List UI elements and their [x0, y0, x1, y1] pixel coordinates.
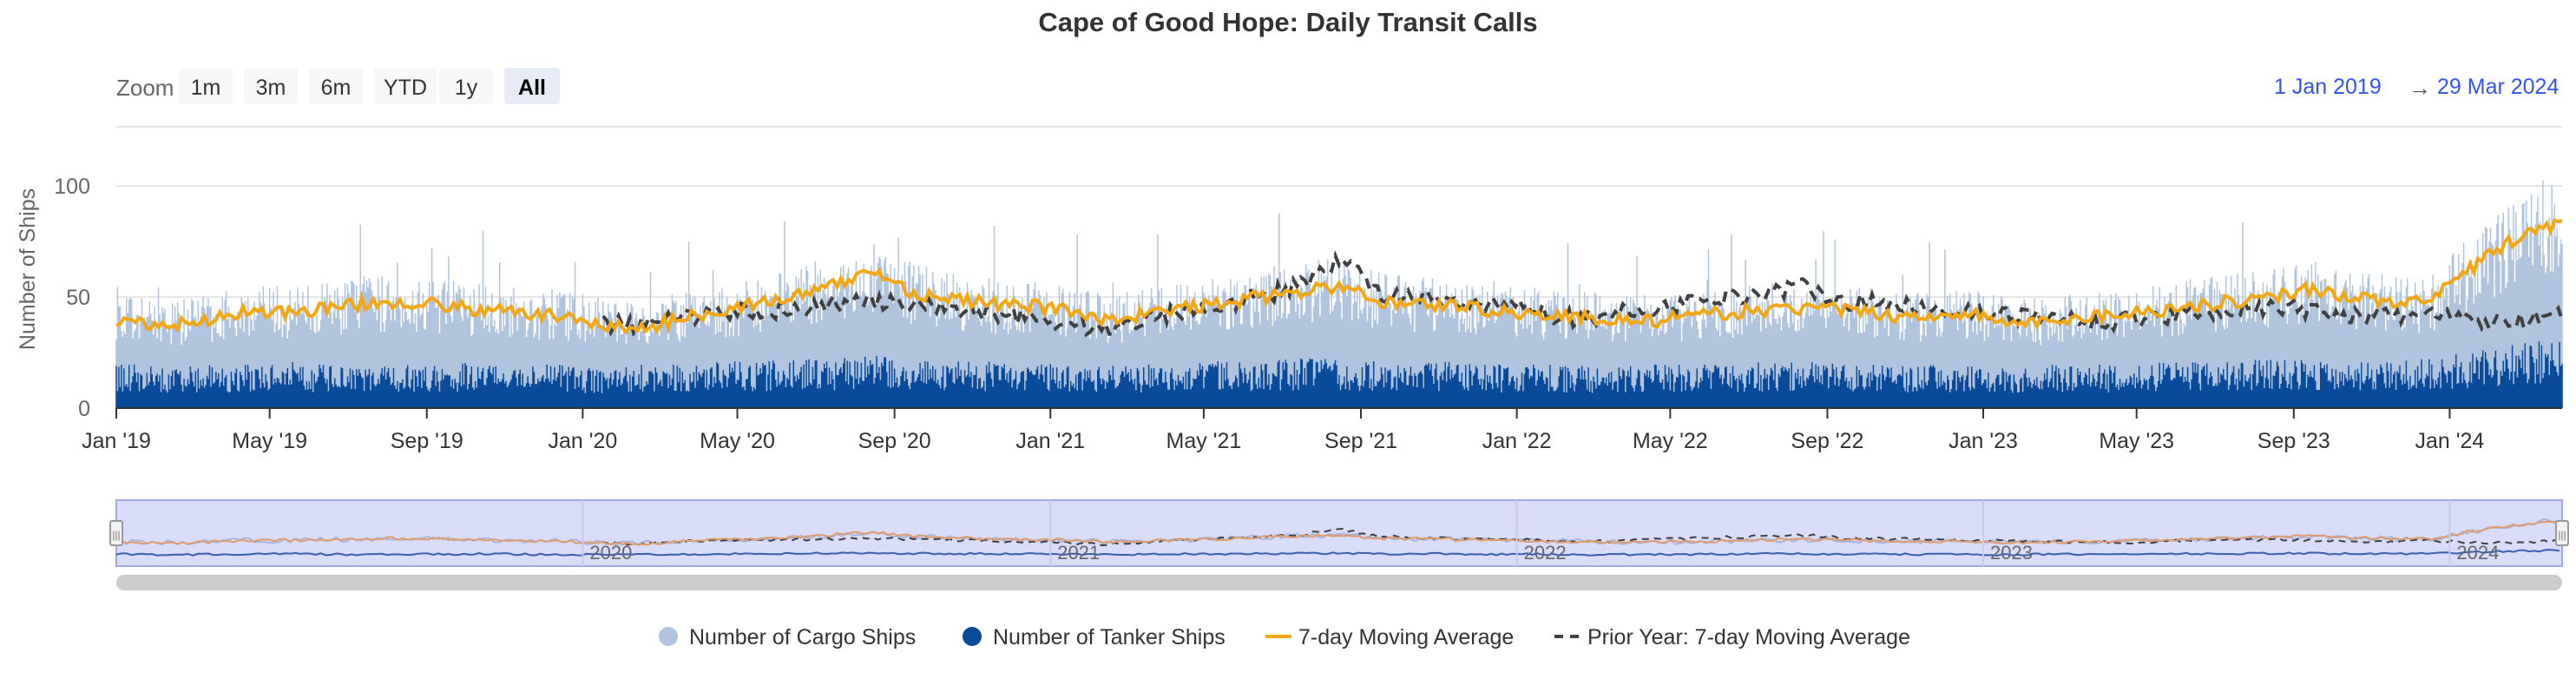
y-tick-label-0: 0 — [78, 397, 90, 421]
navigator[interactable]: 2020 2021 2022 2023 2024 ||| ||| — [109, 499, 2569, 590]
zoom-button-1m[interactable]: 1m — [179, 68, 233, 104]
x-axis-ticks: Jan '19 May '19 Sep '19 Jan '20 May '20 Sep '… — [82, 408, 2484, 453]
navigator-year-label: 2024 — [2456, 542, 2499, 564]
navigator-right-handle[interactable]: ||| — [2555, 520, 2569, 546]
navigator-year-label: 2023 — [1990, 542, 2033, 564]
zoom-button-label: 1m — [191, 76, 221, 100]
handle-grip-lines: ||| — [112, 529, 120, 541]
navigator-ma-series — [115, 520, 2560, 546]
zoom-button-1y[interactable]: 1y — [439, 68, 493, 104]
x-tick-label: May '21 — [1166, 429, 1242, 453]
navigator-year-label: 2022 — [1524, 542, 1567, 564]
range-from[interactable]: 1 Jan 2019 — [2274, 75, 2382, 99]
zoom-button-bg — [504, 68, 560, 104]
zoom-button-all[interactable]: All — [504, 68, 560, 104]
x-tick-label: Jan '19 — [82, 429, 151, 453]
navigator-year-label: 2020 — [589, 542, 632, 564]
x-tick-label: May '20 — [700, 429, 775, 453]
navigator-year-label: 2021 — [1057, 542, 1100, 564]
x-tick-label: Sep '21 — [1324, 429, 1397, 453]
y-tick-label-100: 100 — [54, 175, 90, 199]
x-tick-label: Jan '21 — [1015, 429, 1085, 453]
x-tick-label: May '19 — [232, 429, 307, 453]
legend-marker — [963, 627, 982, 646]
series-tanker-bars — [115, 341, 2563, 408]
legend: Number of Cargo Ships Number of Tanker Sh… — [659, 625, 1910, 649]
range-to[interactable]: 29 Mar 2024 — [2437, 75, 2559, 99]
y-tick-label-50: 50 — [66, 286, 90, 310]
legend-label: Prior Year: 7-day Moving Average — [1587, 625, 1910, 649]
x-tick-label: Sep '19 — [391, 429, 463, 453]
navigator-tanker-series — [115, 549, 2560, 557]
chart-title: Cape of Good Hope: Daily Transit Calls — [1038, 7, 1537, 37]
legend-item-3[interactable]: 7-day Moving Average — [1265, 625, 1514, 649]
x-tick-label: Sep '22 — [1791, 429, 1863, 453]
zoom-button-3m[interactable]: 3m — [244, 68, 298, 104]
zoom-button-label: 1y — [455, 76, 478, 100]
zoom-button-label: 3m — [256, 76, 286, 100]
x-tick-label: May '23 — [2099, 429, 2174, 453]
zoom-button-bg — [179, 68, 233, 104]
x-tick-label: Sep '20 — [858, 429, 931, 453]
zoom-button-label: All — [518, 76, 546, 100]
y-axis-ticks: 0 50 100 — [54, 175, 90, 421]
y-axis-title: Number of Ships — [16, 188, 40, 350]
legend-marker — [659, 627, 678, 646]
zoom-button-label: YTD — [384, 76, 427, 100]
handle-grip — [109, 520, 123, 546]
zoom-button-6m[interactable]: 6m — [309, 68, 363, 104]
navigator-left-handle[interactable]: ||| — [109, 520, 123, 546]
zoom-button-bg — [309, 68, 363, 104]
zoom-label: Zoom — [116, 75, 174, 101]
navigator-prior-series — [601, 527, 2560, 547]
zoom-button-ytd[interactable]: YTD — [374, 68, 437, 104]
x-tick-label: Jan '23 — [1948, 429, 2018, 453]
zoom-button-bg — [374, 68, 437, 104]
zoom-button-bg — [439, 68, 493, 104]
handle-grip-lines: ||| — [2558, 529, 2566, 541]
range-arrow: → — [2408, 75, 2431, 101]
series-lines — [115, 218, 2564, 338]
handle-grip — [2555, 520, 2569, 546]
zoom-button-group: 1m 3m 6m YTD 1y All — [179, 68, 560, 104]
x-tick-label: Jan '20 — [548, 429, 617, 453]
moving-average-line — [115, 218, 2563, 335]
x-tick-label: May '22 — [1633, 429, 1708, 453]
legend-label: Number of Tanker Ships — [993, 625, 1226, 649]
legend-label: 7-day Moving Average — [1298, 625, 1514, 649]
x-tick-label: Sep '23 — [2257, 429, 2330, 453]
tanker-bars — [115, 341, 2563, 408]
x-tick-label: Jan '22 — [1482, 429, 1552, 453]
legend-item-4[interactable]: Prior Year: 7-day Moving Average — [1554, 625, 1910, 649]
zoom-button-label: 6m — [321, 76, 352, 100]
x-tick-label: Jan '24 — [2415, 429, 2485, 453]
legend-item-2[interactable]: Number of Tanker Ships — [963, 625, 1226, 649]
zoom-button-bg — [244, 68, 298, 104]
legend-item-1[interactable]: Number of Cargo Ships — [659, 625, 916, 649]
navigator-scrollbar[interactable] — [116, 575, 2562, 590]
legend-label: Number of Cargo Ships — [689, 625, 916, 649]
